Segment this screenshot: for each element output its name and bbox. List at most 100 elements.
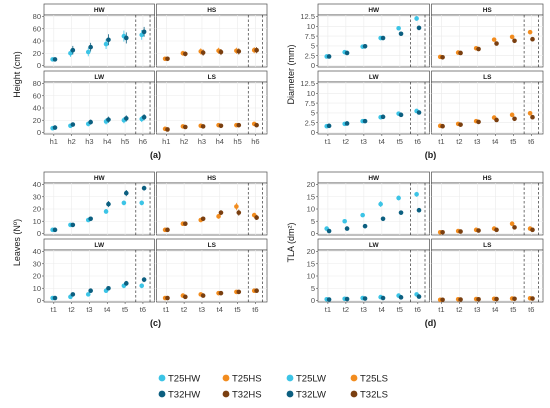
x-tick-label: h4 (216, 137, 224, 146)
x-tick-label: t2 (68, 305, 74, 314)
point-T25HS (527, 29, 533, 35)
x-tick-label: h2 (180, 137, 188, 146)
point-T32LW (380, 114, 386, 120)
y-tick-label: 30 (33, 259, 41, 268)
point-T25LW (85, 292, 91, 297)
y-tick-label: 20 (307, 247, 315, 256)
strip-label: LW (94, 242, 105, 249)
point-T32LS (200, 124, 206, 129)
y-tick-label: 15 (307, 259, 315, 268)
point-T32LS (254, 122, 259, 128)
y-tick-label: 5 (311, 217, 315, 226)
point-T25LS (509, 112, 515, 118)
x-tick-label: t5 (510, 305, 516, 314)
y-tick-label: 10 (307, 272, 315, 281)
y-tick-label: 0 (311, 296, 315, 305)
x-tick-label: t4 (104, 305, 110, 314)
point-T32HW (52, 57, 58, 62)
point-T32HW (123, 190, 129, 196)
x-tick-label: t6 (415, 305, 421, 314)
strip-label: HS (483, 7, 493, 14)
legend-label: T32LW (296, 390, 326, 401)
x-tick-label: t3 (86, 305, 92, 314)
legend-label: T32HW (168, 390, 200, 401)
y-tick-label: 20 (307, 180, 315, 189)
x-tick-label: t1 (51, 305, 57, 314)
point-T32HW (362, 43, 368, 49)
legend-key-T25LS (350, 374, 358, 382)
x-tick-label: h6 (139, 137, 147, 146)
panel-LS (431, 81, 544, 135)
strip-label: LS (208, 74, 217, 81)
strip-label: LW (369, 242, 380, 249)
chart-0: 0 20 40 60 80 HW HS 0 20 40 60 80 LW h1 h2 h3 h4 h5 h6 LS h1… (12, 3, 268, 160)
y-tick-label: 20 (33, 116, 41, 125)
x-tick-label: h5 (121, 137, 129, 146)
x-tick-label: t2 (456, 137, 462, 146)
x-tick-label: t5 (510, 137, 516, 146)
legend-key-T25HW (158, 374, 166, 382)
x-tick-label: t6 (140, 305, 146, 314)
x-tick-label: t2 (456, 305, 462, 314)
point-T32LS (512, 296, 517, 302)
point-T32HS (183, 221, 188, 226)
x-tick-label: t6 (252, 305, 258, 314)
point-T32HW (141, 185, 147, 191)
point-T32LW (52, 295, 58, 301)
point-T32LS (183, 124, 188, 130)
strip-label: HW (94, 7, 106, 14)
point-T32HW (70, 47, 76, 53)
y-tick-label: 0 (37, 229, 41, 238)
point-T32LS (236, 289, 242, 295)
y-tick-label: 10 (33, 217, 41, 226)
legend-key-T25LW (286, 374, 294, 382)
legend-label: T32HS (232, 390, 262, 401)
y-tick-label: 0 (311, 61, 315, 70)
point-T32LW (70, 292, 76, 297)
point-T32HS (512, 38, 517, 44)
point-T32LW (88, 288, 93, 294)
point-T32LS (494, 296, 499, 302)
point-T32LS (440, 123, 445, 129)
x-tick-label: t1 (325, 137, 331, 146)
strip-label: HS (483, 175, 493, 182)
point-T32HW (362, 223, 368, 229)
panel-HS (431, 14, 544, 68)
x-tick-label: t6 (415, 137, 421, 146)
point-T32HS (494, 227, 499, 233)
point-T32HS (512, 225, 517, 230)
y-tick-label: 12.5 (300, 12, 315, 21)
figure-label: (b) (425, 150, 437, 160)
x-tick-label: t5 (397, 305, 403, 314)
point-T32HS (165, 227, 170, 233)
x-tick-label: t3 (361, 137, 367, 146)
y-axis-label: Diameter (mm) (286, 44, 296, 104)
point-T32LW (70, 122, 76, 127)
point-T32HS (200, 50, 206, 55)
point-T25HW (414, 192, 419, 197)
point-T32LS (530, 114, 535, 120)
point-T32HS (494, 41, 499, 46)
point-T32HW (398, 210, 404, 215)
point-T32HS (254, 47, 259, 53)
point-T25HW (139, 200, 145, 206)
point-T32LW (362, 118, 368, 124)
x-tick-label: t3 (361, 305, 367, 314)
y-axis-label: Height (cm) (12, 51, 22, 98)
y-tick-label: 7.5 (305, 32, 315, 41)
point-T32HW (141, 29, 147, 35)
legend-key-T32LS (350, 390, 358, 398)
legend: T25HW T25HS T25LW T25LS T32HW T32HS T32LW T32LS (158, 374, 388, 401)
point-T32HS (530, 227, 535, 233)
point-T25LS (527, 110, 533, 116)
y-tick-label: 7.5 (305, 99, 315, 108)
x-tick-label: t4 (217, 305, 223, 314)
point-T32LS (458, 297, 463, 302)
point-T32LW (326, 297, 332, 302)
x-tick-label: t1 (438, 305, 444, 314)
x-tick-label: t5 (234, 305, 240, 314)
strip-label: LS (483, 74, 492, 81)
point-T32LW (123, 281, 129, 286)
x-tick-label: h6 (251, 137, 259, 146)
